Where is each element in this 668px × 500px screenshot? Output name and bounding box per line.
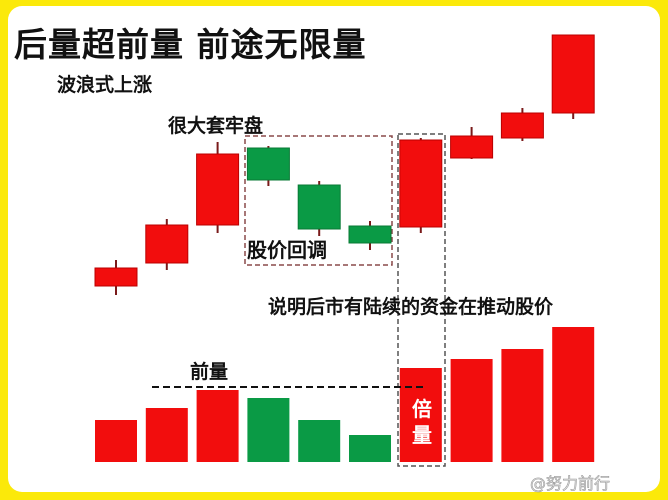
volume-bar [298, 420, 341, 462]
volume-bar [399, 368, 442, 462]
watermark: @努力前行 [530, 474, 611, 494]
volume-bar [501, 349, 544, 462]
candle-up [399, 139, 443, 228]
pullback-box [244, 135, 393, 266]
candle-up [551, 34, 595, 114]
diagram-panel [8, 6, 660, 492]
candle-up [94, 267, 138, 287]
volume-bar [552, 327, 595, 462]
volume-bar [196, 390, 239, 462]
volume-bar [145, 408, 188, 462]
volume-bar [95, 420, 137, 462]
note-label: 说明后市有陆续的资金在推动股价 [268, 296, 554, 318]
previous-volume-label: 前量 [190, 361, 229, 383]
candle-down [348, 225, 392, 244]
candle-up [500, 112, 544, 139]
pullback-label: 股价回调 [247, 238, 327, 262]
title: 后量超前量 前途无限量 [14, 25, 367, 64]
wave-rise-label: 波浪式上涨 [57, 74, 153, 96]
candle-up [196, 153, 240, 226]
heavy-trapped-label: 很大套牢盘 [168, 115, 264, 137]
volume-bar [349, 435, 391, 462]
candle-up [450, 135, 494, 159]
double-volume-label: 倍量 [412, 397, 432, 447]
breakout-box [397, 133, 446, 467]
candle-down [297, 184, 341, 230]
volume-bar [247, 398, 290, 462]
candle-down [246, 147, 290, 181]
volume-bar [450, 359, 493, 462]
candle-up [145, 224, 189, 264]
